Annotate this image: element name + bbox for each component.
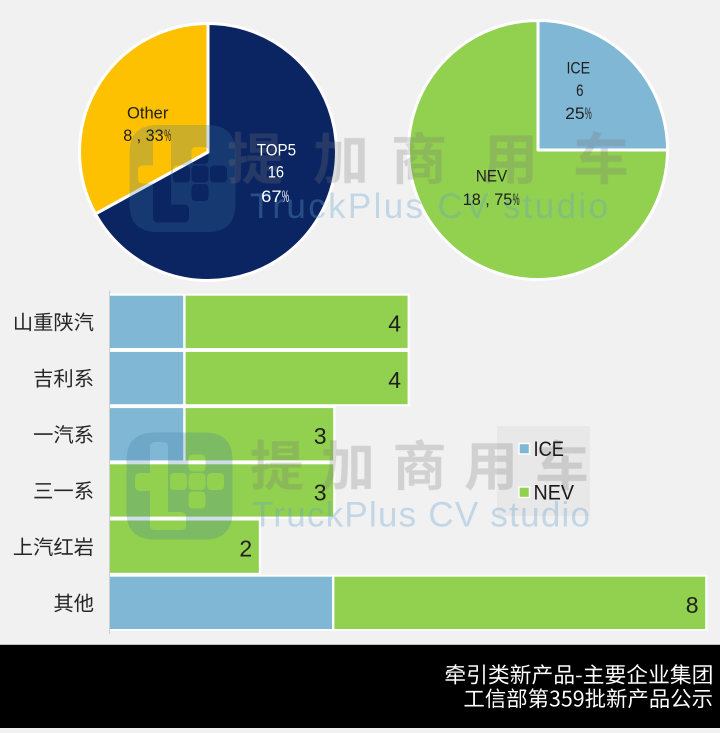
svg-text:3: 3 xyxy=(314,479,327,505)
svg-text:4: 4 xyxy=(388,311,401,337)
svg-text:67: 67 xyxy=(261,187,282,206)
svg-text:2: 2 xyxy=(239,536,252,562)
svg-text:NEV: NEV xyxy=(476,167,508,186)
svg-text:TOP5: TOP5 xyxy=(257,140,296,159)
svg-text:%: % xyxy=(282,187,289,206)
svg-text:NEV: NEV xyxy=(534,482,575,505)
svg-text:%: % xyxy=(585,104,592,123)
svg-text:4: 4 xyxy=(388,367,401,393)
svg-text:ICE: ICE xyxy=(534,438,565,461)
svg-text:16: 16 xyxy=(268,163,284,182)
svg-text:TruckPlus CV studio: TruckPlus CV studio xyxy=(252,496,590,535)
svg-text:3: 3 xyxy=(314,423,327,449)
svg-text:8: 8 xyxy=(686,592,699,618)
svg-text:18 , 75: 18 , 75 xyxy=(463,190,513,209)
svg-text:ICE: ICE xyxy=(567,59,591,78)
svg-text:8 , 33: 8 , 33 xyxy=(123,126,164,145)
svg-text:%: % xyxy=(513,190,520,209)
svg-text:25: 25 xyxy=(565,104,585,123)
svg-text:Other: Other xyxy=(127,104,169,123)
svg-text:6: 6 xyxy=(576,81,583,100)
svg-text:%: % xyxy=(164,126,171,145)
svg-text:TruckPlus CV studio: TruckPlus CV studio xyxy=(250,187,608,226)
